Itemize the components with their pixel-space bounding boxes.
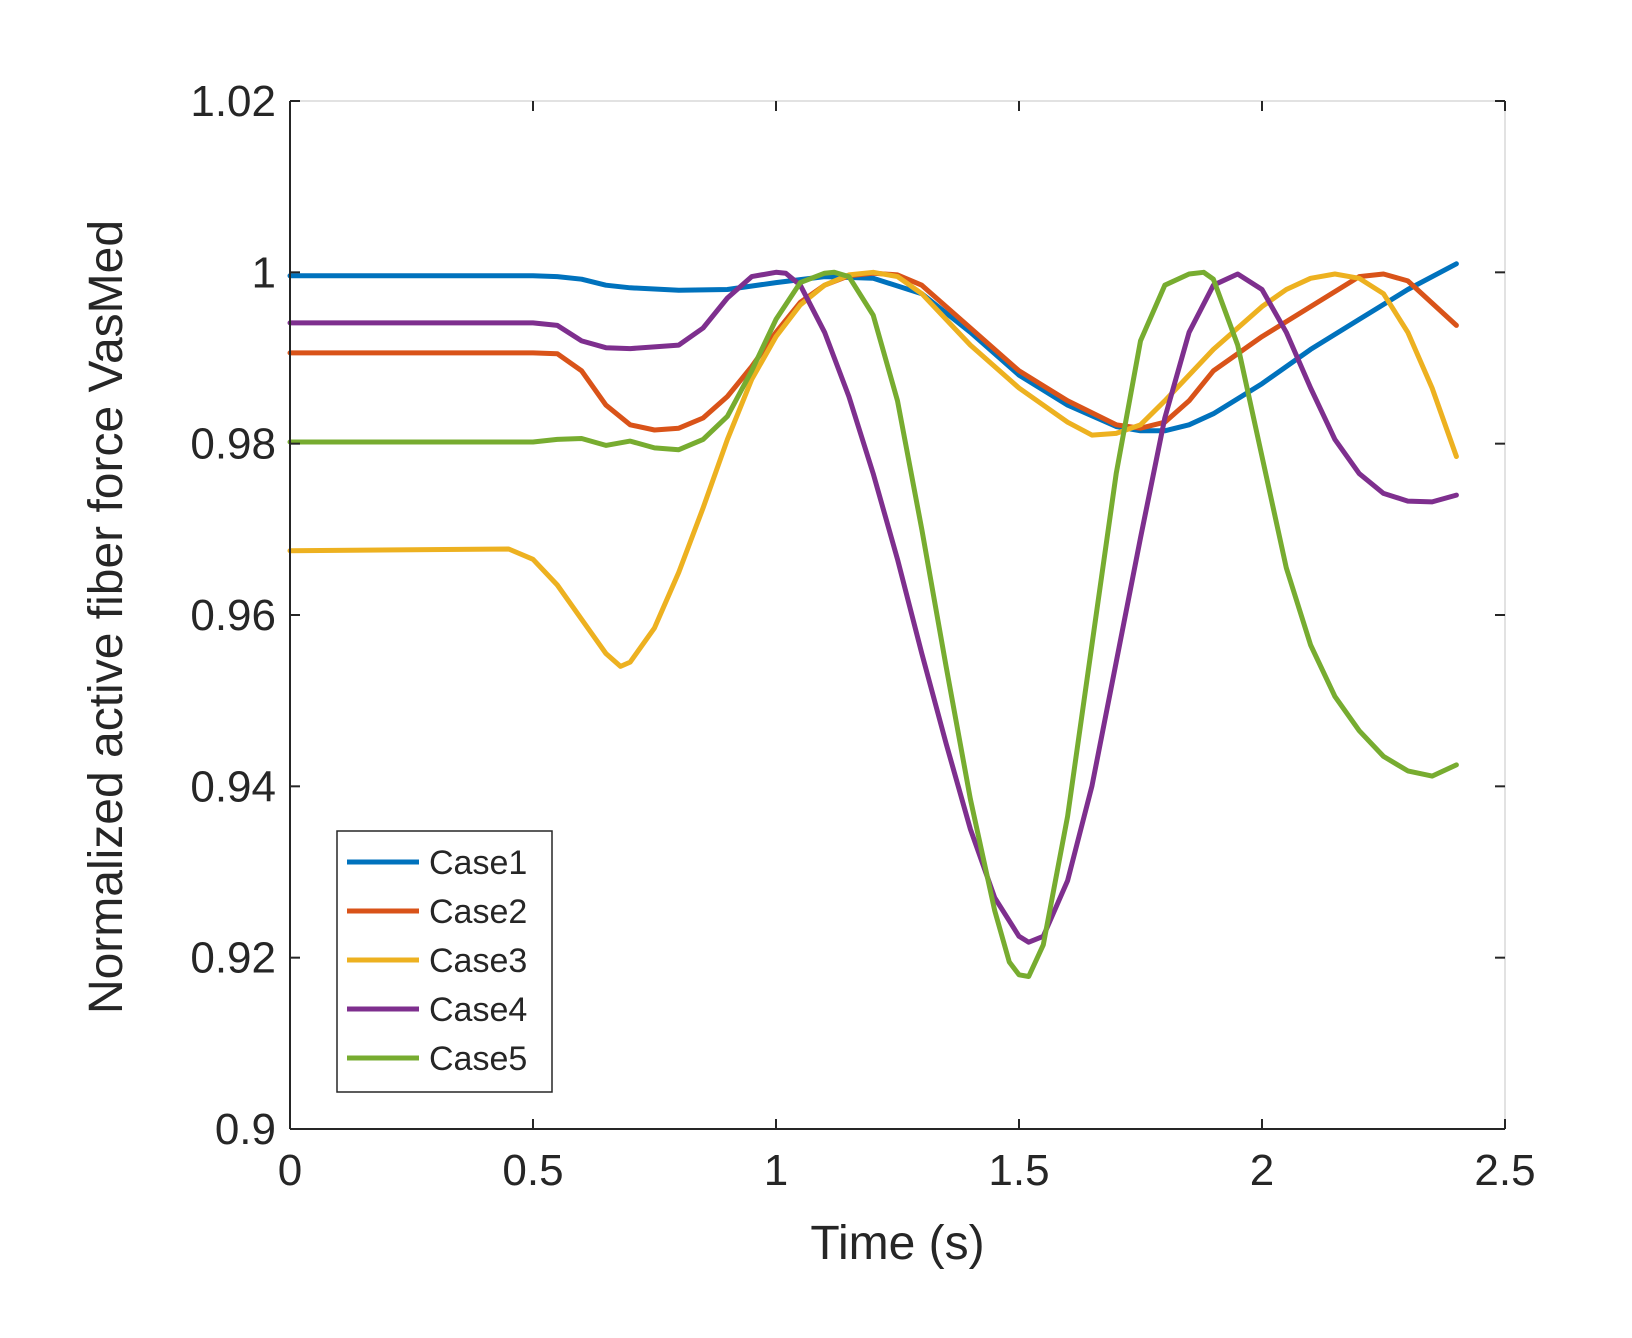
y-tick-label: 0.98 [190,420,276,469]
x-tick-label: 1 [764,1146,788,1195]
legend-label-case3: Case3 [429,942,527,980]
legend-label-case2: Case2 [429,893,527,931]
legend: Case1 Case2 Case3 Case4 Case5 [336,830,553,1093]
x-tick-labels: 0 0.5 1 1.5 2 2.5 [278,1146,1536,1195]
x-tick-label: 0 [278,1146,302,1195]
x-tick-label: 0.5 [502,1146,563,1195]
y-tick-label: 0.92 [190,934,276,983]
legend-label-case1: Case1 [429,844,527,882]
y-tick-labels: 0.9 0.92 0.94 0.96 0.98 1 1.02 [190,77,276,1154]
legend-label-case4: Case4 [429,991,527,1029]
y-axis-label: Normalized active fiber force VasMed [80,220,133,1014]
y-tick-label: 1.02 [190,77,276,126]
series-line-case1 [287,261,1459,434]
y-tick-label: 0.9 [215,1105,276,1154]
series-line-case4 [287,269,1459,945]
y-tick-label: 1 [252,248,276,297]
series-line-case3 [287,269,1459,669]
x-tick-label: 2 [1250,1146,1274,1195]
x-axis-label: Time (s) [810,1217,984,1270]
y-tick-label: 0.94 [190,762,276,811]
legend-label-case5: Case5 [429,1040,527,1078]
y-tick-label: 0.96 [190,591,276,640]
x-tick-label: 1.5 [988,1146,1049,1195]
x-tick-label: 2.5 [1474,1146,1535,1195]
axes-layer [289,100,1506,1130]
series-line-case5 [287,269,1459,979]
series-layer [287,261,1459,979]
